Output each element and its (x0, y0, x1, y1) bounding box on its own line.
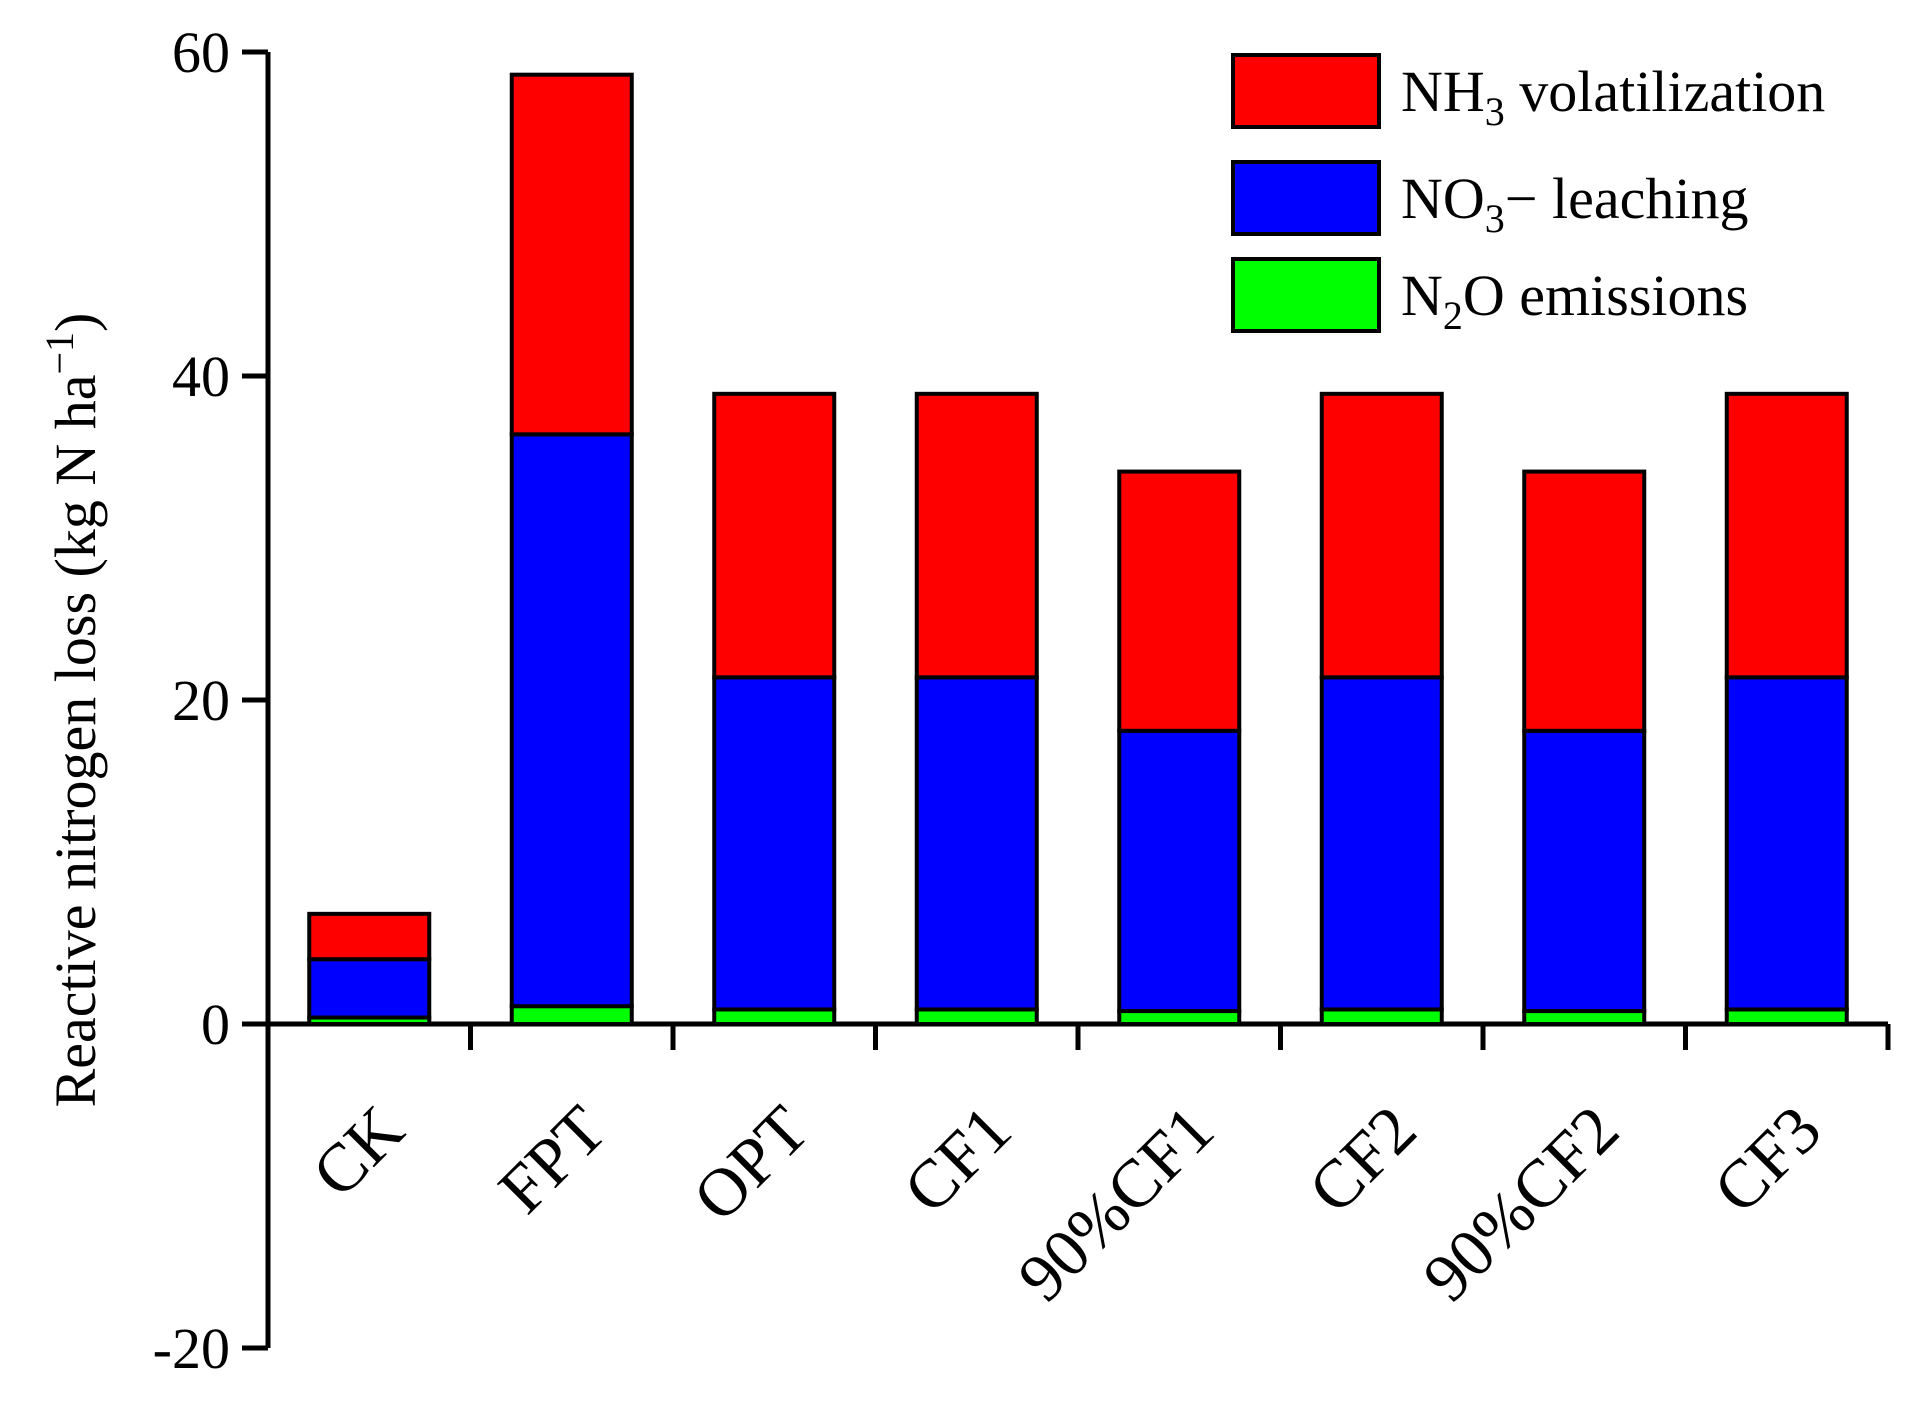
bar-nh3-90cf2 (1522, 469, 1647, 733)
legend-label-n2o: N2O emissions (1401, 263, 1748, 338)
bar-nh3-fpt (509, 72, 634, 437)
legend-swatch-n2o (1231, 257, 1381, 333)
legend-swatch-no3 (1231, 160, 1381, 236)
x-tick-label: CF2 (1294, 1091, 1431, 1228)
bar-n2o-cf3 (1724, 1007, 1849, 1026)
bar-n2o-cf1 (914, 1007, 1039, 1026)
y-tick-label: -20 (153, 1316, 230, 1381)
bar-nh3-90cf1 (1117, 469, 1242, 733)
bar-nh3-opt (712, 391, 837, 680)
bar-n2o-cf2 (1319, 1007, 1444, 1026)
y-tick-label: 0 (201, 992, 230, 1057)
y-tick-label: 40 (172, 344, 230, 409)
bar-no3-fpt (509, 432, 634, 1009)
bar-no3-cf3 (1724, 675, 1849, 1012)
x-tick-label: CK (297, 1091, 418, 1212)
bar-n2o-fpt (509, 1004, 634, 1026)
bar-no3-opt (712, 675, 837, 1012)
bar-nh3-cf3 (1724, 391, 1849, 680)
bar-no3-90cf2 (1522, 728, 1647, 1014)
bar-nh3-ck (307, 911, 432, 962)
bar-no3-cf2 (1319, 675, 1444, 1012)
x-tick-label: CF1 (889, 1091, 1026, 1228)
y-tick-label: 20 (172, 668, 230, 733)
x-tick-label: FPT (484, 1091, 621, 1228)
x-tick-label: 90%CF1 (1003, 1091, 1228, 1316)
y-tick-label: 60 (172, 20, 230, 85)
legend-swatch-nh3 (1231, 53, 1381, 129)
y-axis-title: Reactive nitrogen loss (kg N ha−1) (37, 313, 108, 1108)
legend-label-nh3: NH3 volatilization (1401, 59, 1825, 134)
x-tick-label: CF3 (1699, 1091, 1836, 1228)
bar-n2o-opt (712, 1007, 837, 1026)
bar-no3-90cf1 (1117, 728, 1242, 1014)
legend-label-no3: NO3− leaching (1401, 166, 1748, 241)
bar-nh3-cf2 (1319, 391, 1444, 680)
x-tick-label: OPT (678, 1091, 823, 1236)
x-tick-label: 90%CF2 (1408, 1091, 1633, 1316)
bar-nh3-cf1 (914, 391, 1039, 680)
bar-no3-cf1 (914, 675, 1039, 1012)
bar-no3-ck (307, 957, 432, 1020)
